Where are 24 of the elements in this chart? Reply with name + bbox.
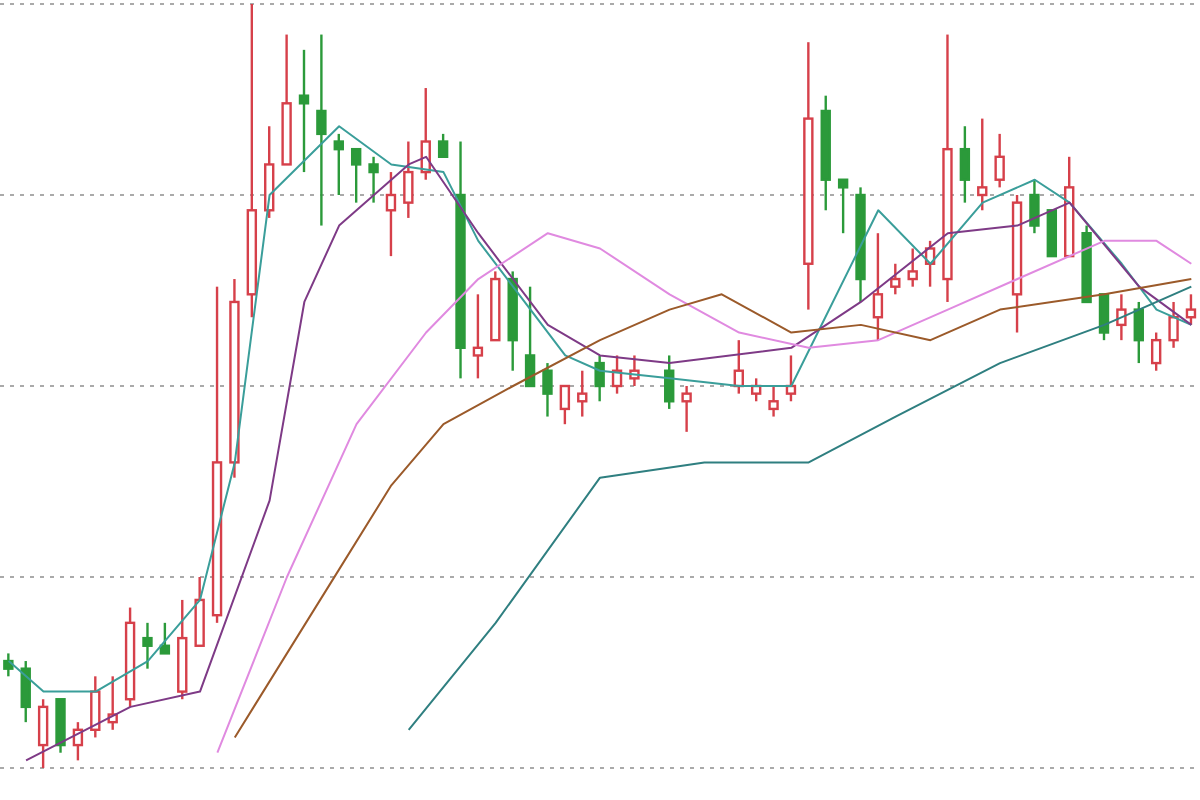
- candlestick: [959, 125, 971, 204]
- candlestick: [681, 384, 692, 434]
- candlestick: [3, 652, 14, 678]
- candlestick: [455, 140, 466, 380]
- candlestick: [1029, 178, 1040, 235]
- candlestick: [142, 621, 153, 670]
- candlestick: [942, 33, 953, 304]
- candlestick: [507, 270, 518, 372]
- candlestick: [298, 48, 310, 174]
- candlestick: [368, 155, 379, 204]
- candlestick: [855, 186, 866, 304]
- candlestick: [385, 170, 397, 258]
- candlestick: [1168, 300, 1179, 349]
- candlestick: [994, 132, 1005, 189]
- candlestick: [472, 293, 484, 380]
- candlestick: [403, 140, 414, 220]
- candlestick: [594, 354, 605, 403]
- candlestick: [872, 232, 884, 342]
- candlestick: [316, 33, 327, 227]
- candlestick: [803, 41, 814, 311]
- candlestick: [90, 675, 101, 739]
- candlestick: [1116, 293, 1127, 342]
- candlestick: [907, 247, 918, 288]
- candlestick: [768, 384, 779, 418]
